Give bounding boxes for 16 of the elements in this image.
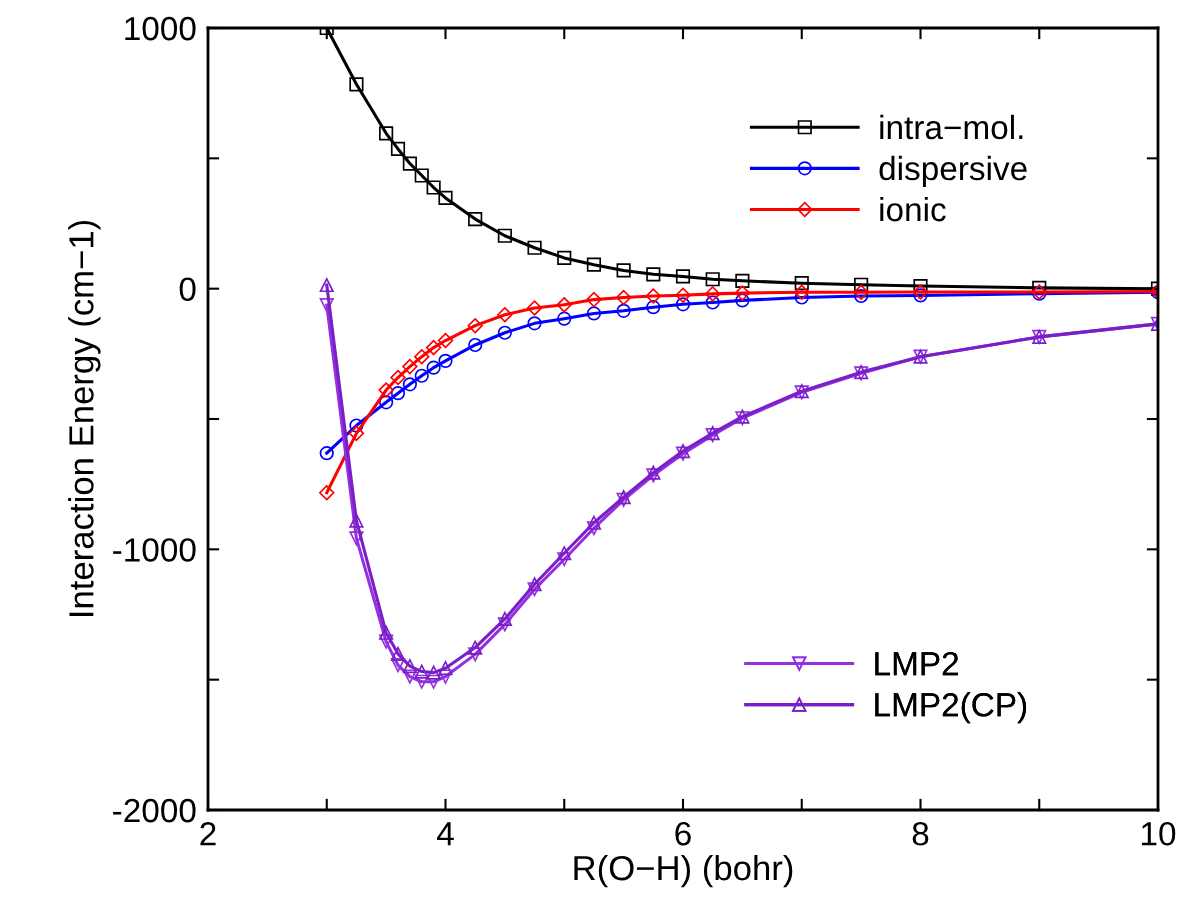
x-tick-label: 2 [200,821,216,846]
legend-label: LMP2(CP) [875,692,1027,724]
legend-label: ionic [880,196,946,222]
x-tick-label: 8 [912,821,929,846]
y-tick-label: -2000 [113,798,196,823]
y-tick-label: 1000 [125,16,196,41]
x-axis-title: R(O−H) (bohr) [574,854,793,888]
legend-label: intra−mol. [880,114,1023,140]
y-tick-label: 0 [179,277,196,302]
y-tick-label: -1000 [113,538,196,562]
legend-label: dispersive [879,155,1027,187]
legend-label: LMP2 [875,651,958,676]
y-axis-title: Interaction Energy (cm−1) [68,220,101,616]
x-tick-label: 6 [675,821,691,846]
x-tick-label: 10 [1142,821,1176,846]
x-tick-label: 4 [437,822,454,846]
